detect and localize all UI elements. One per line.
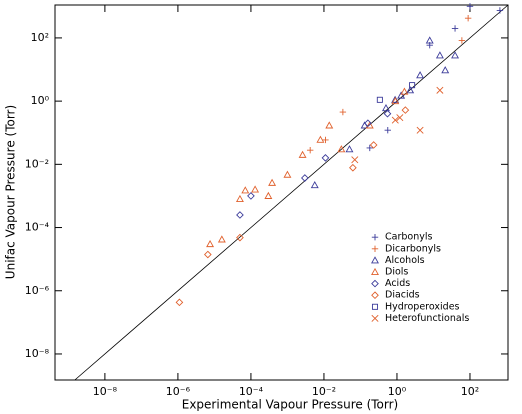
data-point [306,147,314,154]
data-point [337,145,346,153]
legend-marker [371,314,379,322]
data-point [349,163,357,172]
data-point [391,116,399,124]
data-point [376,96,383,103]
legend-label: Alcohols [385,255,425,266]
legend-marker [371,256,379,264]
data-point [310,180,319,189]
data-point [236,211,244,219]
data-point [366,144,373,152]
data-point [382,104,390,112]
data-point [436,86,444,94]
data-point [409,82,416,89]
legend-label: Hydroperoxides [385,301,460,312]
data-point [451,51,460,59]
data-point [264,191,273,199]
data-point [283,170,292,178]
data-point [441,66,450,74]
data-point [364,119,372,128]
data-point [383,109,392,118]
y-axis-title: Unifac Vapour Pressure (Torr) [4,105,18,279]
data-point [425,36,434,44]
legend-label: Carbonyls [385,232,432,243]
data-point [351,156,359,164]
data-point [236,233,244,242]
x-tick-label: 10⁻⁶ [166,385,191,398]
data-point [203,250,212,259]
data-point [406,86,415,94]
legend-marker [371,279,379,288]
data-point [345,145,354,153]
legend-label: Acids [385,278,410,289]
y-tick-label: 10⁻⁸ [25,347,50,360]
x-tick-label: 10⁰ [388,385,407,398]
data-point [464,15,472,22]
y-tick-label: 10⁻⁴ [25,221,50,234]
data-point [396,114,404,122]
data-point [247,192,255,200]
data-point [301,174,309,182]
data-point [458,37,466,44]
data-point [322,136,329,144]
data-point [325,121,334,129]
data-point [175,298,184,307]
data-point [416,126,424,134]
data-point [206,239,215,248]
data-point [496,7,504,14]
legend-marker [371,234,379,241]
legend-label: Heterofunctionals [385,313,469,324]
data-point [416,71,425,79]
legend-marker [371,267,379,276]
data-point [339,108,347,116]
data-point [400,87,409,95]
legend-label: Diols [385,267,408,278]
data-point [466,3,474,10]
legend-marker [371,245,379,252]
plot-frame [54,4,509,381]
data-point [397,91,406,99]
data-point [401,106,410,114]
x-axis-title: Experimental Vapour Pressure (Torr) [182,398,399,412]
y-tick-label: 10⁻² [25,157,49,170]
data-point [435,51,444,59]
data-point [369,141,378,149]
data-point [268,178,277,186]
data-point [391,95,400,103]
data-point [451,25,459,32]
reference-line [74,4,509,381]
data-point [217,235,226,243]
y-tick-label: 10⁰ [31,94,50,107]
data-point [241,186,250,194]
x-tick-label: 10⁻⁸ [93,385,118,398]
data-point [235,194,244,203]
legend-marker [371,303,379,310]
x-tick-label: 10⁻² [312,385,336,398]
data-point [391,96,400,105]
data-point [321,154,330,162]
y-tick-label: 10² [31,31,49,44]
data-point [384,127,391,134]
data-point [298,150,307,158]
legend-label: Diacids [385,290,420,301]
data-point [365,121,374,129]
y-tick-label: 10⁻⁶ [25,284,50,297]
x-tick-label: 10² [461,385,479,398]
data-point [251,185,260,193]
legend-marker [371,291,379,300]
data-point [316,135,325,143]
x-tick-label: 10⁻⁴ [239,385,264,398]
legend-label: Dicarbonyls [385,243,441,254]
